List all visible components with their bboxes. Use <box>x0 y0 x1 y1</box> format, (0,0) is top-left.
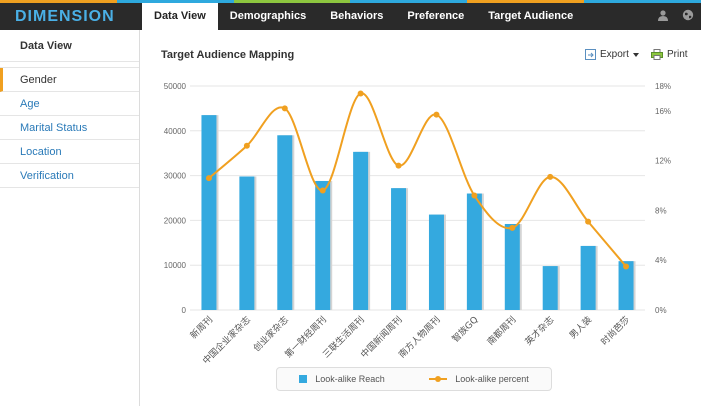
bar <box>504 223 520 310</box>
tab-preference[interactable]: Preference <box>407 10 465 22</box>
y-right-tick-label: 12% <box>655 157 671 166</box>
sidebar-item-gender[interactable]: Gender <box>0 68 139 92</box>
sidebar-item-marital-status[interactable]: Marital Status <box>0 116 139 140</box>
bar <box>277 135 293 310</box>
export-icon <box>585 49 596 60</box>
bar <box>391 188 407 310</box>
x-tick-label: 南都周刊 <box>484 314 518 348</box>
main-nav: Data View Demographics Behaviors Prefere… <box>142 3 585 30</box>
tab-data-view[interactable]: Data View <box>142 3 218 30</box>
sidebar: Data View Gender Age Marital Status Loca… <box>0 30 140 406</box>
line-point <box>547 173 554 180</box>
y-left-tick-label: 40000 <box>164 127 187 136</box>
bar <box>618 261 634 310</box>
sidebar-item-age[interactable]: Age <box>0 92 139 116</box>
line-point <box>243 142 250 149</box>
app-logo[interactable]: DIMENSION <box>15 8 115 25</box>
bar <box>428 214 444 310</box>
chart-title: Target Audience Mapping <box>161 49 295 61</box>
export-label: Export <box>600 49 629 60</box>
line-point <box>471 192 478 199</box>
export-button[interactable]: Export <box>585 49 639 60</box>
bar <box>580 245 596 310</box>
bar <box>201 115 217 311</box>
y-left-tick-label: 50000 <box>164 82 187 91</box>
legend-label-percent: Look-alike percent <box>455 374 529 384</box>
x-tick-label: 英才杂志 <box>522 314 556 348</box>
y-left-tick-label: 10000 <box>164 261 187 270</box>
line-point <box>585 218 592 225</box>
y-left-tick-label: 20000 <box>164 216 187 225</box>
line-point <box>433 111 440 118</box>
sidebar-item-verification[interactable]: Verification <box>0 164 139 188</box>
line-point <box>509 224 516 231</box>
tab-target-audience[interactable]: Target Audience <box>488 10 574 22</box>
legend-swatch-percent <box>429 376 448 382</box>
y-right-tick-label: 0% <box>655 306 667 315</box>
legend-swatch-reach <box>299 375 308 383</box>
user-icon[interactable] <box>657 9 669 21</box>
line-point <box>357 90 364 97</box>
bar <box>239 176 255 310</box>
sidebar-title: Data View <box>0 30 139 62</box>
sidebar-divider <box>0 62 139 68</box>
bar <box>542 266 558 310</box>
top-bar: DIMENSION Data View Demographics Behavio… <box>0 0 701 30</box>
y-right-tick-label: 4% <box>655 256 667 265</box>
line-point <box>205 175 212 182</box>
line-point <box>281 105 288 112</box>
chevron-down-icon <box>632 52 639 57</box>
globe-icon[interactable] <box>682 9 694 21</box>
bar <box>315 180 331 310</box>
legend-label-reach: Look-alike Reach <box>315 374 385 384</box>
x-tick-label: 创业家杂志 <box>251 314 291 354</box>
y-right-tick-label: 18% <box>655 82 671 91</box>
y-left-tick-label: 0 <box>182 306 187 315</box>
series-line-percent <box>208 92 627 268</box>
print-label: Print <box>667 49 688 60</box>
legend-item-percent[interactable]: Look-alike percent <box>429 374 529 384</box>
printer-icon <box>651 49 663 60</box>
y-right-tick-label: 8% <box>655 206 667 215</box>
bar <box>466 193 482 310</box>
line-point <box>395 162 402 169</box>
legend-item-reach[interactable]: Look-alike Reach <box>299 374 385 384</box>
x-tick-label: 时尚芭莎 <box>598 314 632 348</box>
x-tick-label: 男人装 <box>567 314 595 342</box>
line-point <box>623 263 630 270</box>
sidebar-item-location[interactable]: Location <box>0 140 139 164</box>
tab-demographics[interactable]: Demographics <box>229 10 307 22</box>
print-button[interactable]: Print <box>651 49 688 60</box>
color-stripe <box>0 0 701 3</box>
x-tick-label: 新周刊 <box>187 314 215 342</box>
y-right-tick-label: 16% <box>655 107 671 116</box>
chart-legend: Look-alike Reach Look-alike percent <box>276 367 552 391</box>
line-point <box>319 187 326 194</box>
x-tick-label: 智族GQ <box>449 314 480 345</box>
bar <box>353 151 369 310</box>
tab-behaviors[interactable]: Behaviors <box>330 10 384 22</box>
y-left-tick-label: 30000 <box>164 172 187 181</box>
